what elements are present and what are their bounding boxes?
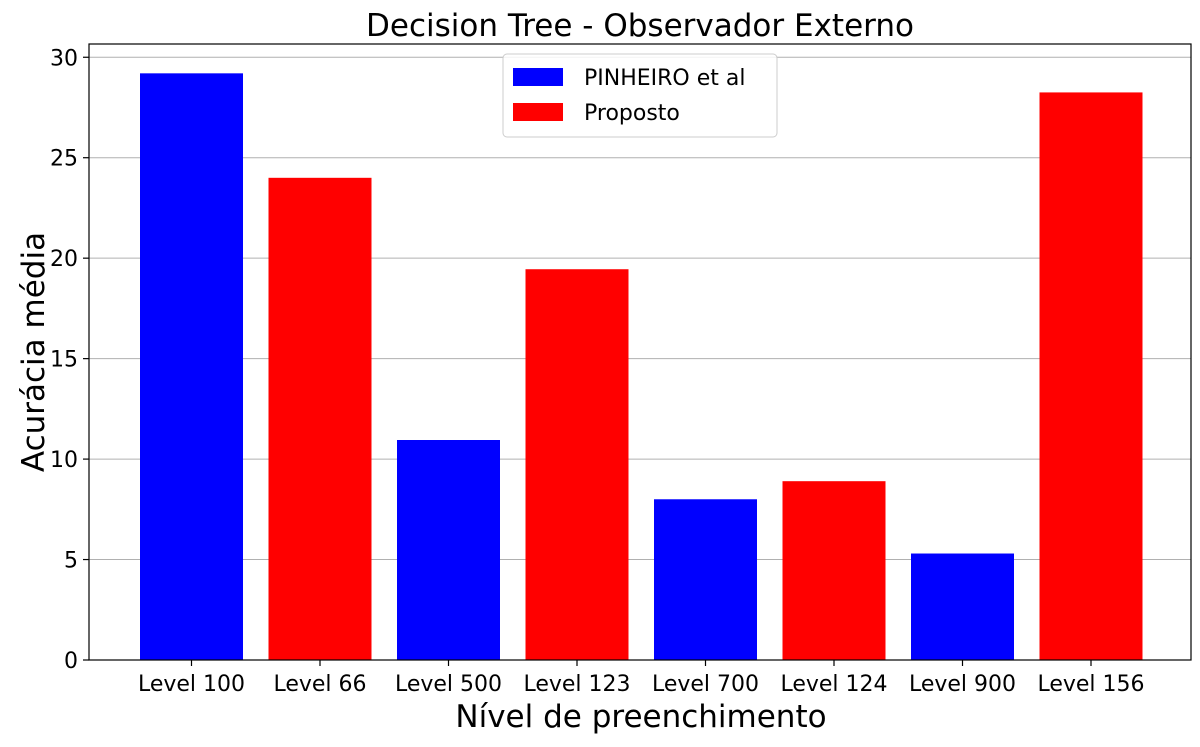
- bar-level-500: [397, 440, 500, 660]
- x-tick-label: Level 124: [780, 672, 887, 697]
- bars: [140, 73, 1143, 661]
- y-axis-label: Acurácia média: [16, 232, 52, 472]
- y-tick-label: 20: [50, 247, 78, 272]
- legend-swatch: [513, 103, 563, 121]
- y-tick-label: 10: [50, 448, 78, 473]
- bar-level-124: [782, 481, 886, 660]
- y-tick-label: 30: [50, 46, 78, 71]
- bar-level-100: [140, 73, 243, 661]
- bar-level-123: [525, 269, 629, 660]
- y-ticks: 0 5 10 15 20 25 30: [50, 46, 89, 674]
- x-ticks: Level 100 Level 66 Level 500 Level 123 Level…: [138, 660, 1145, 697]
- y-tick-label: 0: [64, 649, 78, 674]
- y-tick-label: 25: [50, 147, 78, 172]
- legend-swatch: [513, 68, 563, 86]
- y-tick-label: 15: [50, 348, 78, 373]
- bar-level-156: [1039, 92, 1143, 660]
- bar-level-66: [268, 177, 372, 660]
- chart-title: Decision Tree - Observador Externo: [366, 8, 914, 44]
- bar-level-900: [911, 553, 1014, 660]
- y-tick-label: 5: [64, 549, 78, 574]
- plot-frame: [88, 43, 1192, 661]
- grid-lines: [89, 56, 1191, 661]
- x-tick-label: Level 156: [1037, 672, 1144, 697]
- legend-label: Proposto: [584, 101, 680, 126]
- x-axis-label: Nível de preenchimento: [455, 699, 826, 735]
- x-tick-label: Level 123: [523, 672, 630, 697]
- x-tick-label: Level 100: [138, 672, 245, 697]
- bar-level-700: [654, 499, 757, 660]
- legend-box: [502, 53, 778, 138]
- x-tick-label: Level 500: [395, 672, 502, 697]
- axes: [88, 43, 1192, 661]
- x-tick-label: Level 700: [652, 672, 759, 697]
- legend-label: PINHEIRO et al: [584, 66, 746, 91]
- x-tick-label: Level 900: [909, 672, 1016, 697]
- legend: PINHEIRO et al Proposto: [502, 53, 778, 138]
- x-tick-label: Level 66: [273, 672, 366, 697]
